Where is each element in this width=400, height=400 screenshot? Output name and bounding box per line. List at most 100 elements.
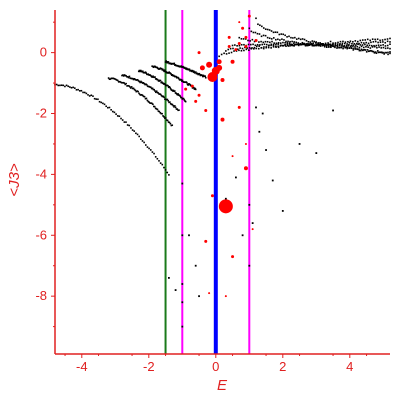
black-point — [220, 53, 223, 56]
black-point — [142, 70, 144, 73]
black-point — [357, 43, 359, 46]
black-point — [360, 41, 363, 44]
black-point — [166, 61, 169, 64]
black-point — [229, 47, 232, 50]
black-point — [371, 50, 374, 53]
black-point — [303, 42, 306, 45]
black-point — [272, 37, 275, 39]
black-point — [365, 51, 368, 53]
black-point — [291, 44, 293, 47]
black-point — [365, 45, 367, 48]
black-point — [130, 77, 132, 80]
black-point — [120, 81, 123, 84]
black-point — [268, 29, 271, 31]
black-point — [236, 45, 238, 47]
black-point — [322, 43, 324, 45]
red-point — [231, 155, 234, 158]
black-point — [248, 264, 251, 267]
black-point — [385, 51, 387, 54]
black-point — [194, 87, 196, 90]
black-point — [257, 23, 259, 26]
black-point — [146, 85, 149, 87]
black-point — [325, 44, 327, 46]
black-point — [328, 46, 330, 48]
black-point — [261, 112, 264, 115]
black-point — [60, 84, 63, 87]
black-point — [164, 98, 167, 101]
black-point — [336, 45, 339, 48]
black-point — [334, 42, 337, 44]
black-point — [311, 43, 314, 46]
black-point — [144, 144, 147, 146]
black-point — [265, 43, 268, 46]
black-point — [357, 40, 359, 43]
black-point — [389, 52, 391, 55]
black-point — [348, 43, 350, 46]
black-point — [169, 101, 171, 103]
black-point — [154, 76, 156, 78]
black-point — [356, 45, 359, 48]
black-point — [378, 46, 380, 48]
black-point — [380, 47, 383, 49]
black-point — [231, 44, 234, 47]
black-point — [251, 222, 254, 224]
black-point — [307, 41, 310, 43]
black-point — [356, 48, 358, 50]
black-point — [336, 47, 338, 49]
black-point — [132, 78, 135, 81]
black-point — [141, 140, 144, 142]
black-point — [168, 174, 170, 176]
black-point — [157, 92, 160, 94]
black-point — [235, 50, 238, 52]
black-point — [138, 135, 140, 138]
black-point — [345, 44, 348, 47]
black-point — [180, 65, 183, 67]
black-point — [307, 44, 309, 47]
black-point — [183, 99, 186, 101]
black-point — [342, 40, 344, 43]
black-point — [277, 42, 280, 44]
black-point — [240, 38, 243, 40]
red-point — [199, 65, 205, 71]
black-point — [225, 53, 228, 55]
black-point — [67, 85, 70, 88]
black-point — [345, 46, 348, 48]
black-point — [288, 35, 290, 38]
black-point — [236, 48, 239, 51]
black-point — [281, 210, 284, 212]
black-point — [275, 42, 278, 45]
black-point — [361, 44, 364, 46]
black-point — [265, 149, 267, 151]
black-point — [294, 43, 296, 46]
black-point — [312, 42, 315, 44]
red-point — [216, 59, 222, 65]
black-point — [146, 99, 149, 102]
black-point — [169, 122, 172, 125]
black-point — [374, 51, 377, 53]
black-point — [153, 105, 156, 108]
black-point — [370, 50, 373, 52]
black-point — [178, 109, 180, 111]
black-point — [174, 106, 177, 109]
black-point — [92, 95, 94, 97]
x-tick-label: 2 — [279, 359, 286, 374]
black-point — [108, 106, 111, 109]
black-point — [364, 43, 366, 46]
black-point — [182, 97, 185, 100]
black-point — [316, 43, 318, 46]
black-point — [273, 42, 276, 44]
black-point — [363, 48, 366, 51]
black-point — [267, 46, 270, 49]
black-point — [295, 43, 297, 46]
black-point — [264, 28, 267, 30]
black-point — [342, 47, 344, 50]
black-point — [100, 101, 103, 104]
black-point — [255, 47, 258, 50]
black-point — [261, 25, 263, 28]
black-point — [330, 45, 332, 48]
black-point — [256, 32, 259, 35]
red-point — [218, 199, 233, 214]
black-point — [131, 129, 134, 131]
black-point — [295, 38, 298, 40]
black-point — [305, 39, 308, 42]
